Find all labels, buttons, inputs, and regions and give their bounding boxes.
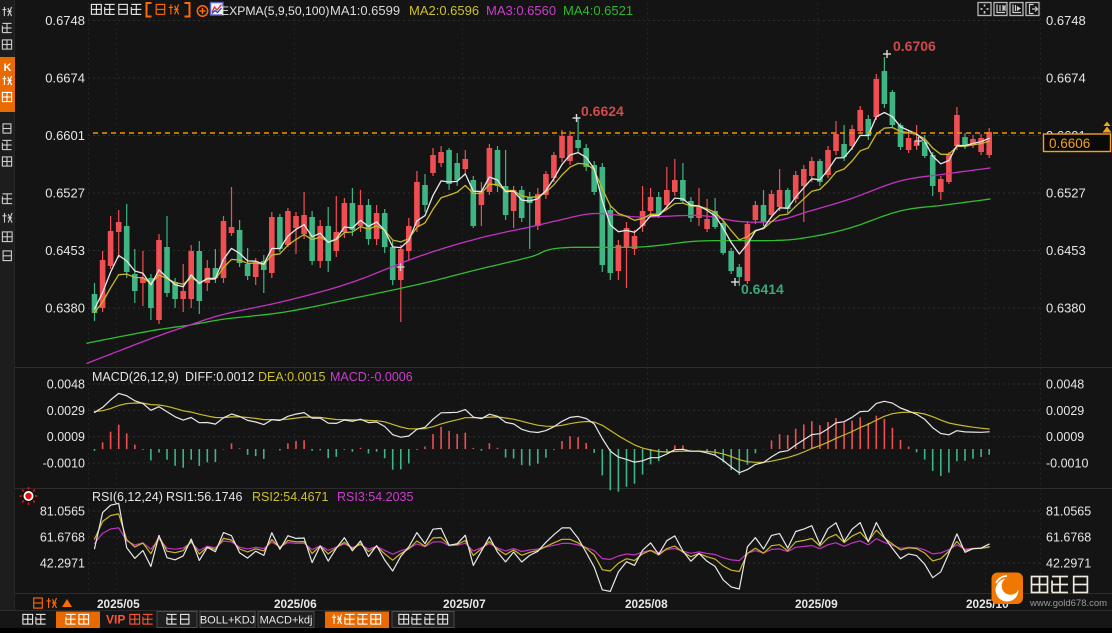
- svg-text:0.0048: 0.0048: [1046, 378, 1084, 392]
- svg-text:0.0029: 0.0029: [1046, 404, 1084, 418]
- svg-text:0.6380: 0.6380: [1046, 301, 1086, 316]
- svg-text:0.0048: 0.0048: [47, 378, 85, 392]
- svg-text:MA2:0.6596: MA2:0.6596: [409, 3, 479, 18]
- svg-text:RSI(6,12,24): RSI(6,12,24): [92, 490, 163, 504]
- svg-text:0.6527: 0.6527: [45, 186, 85, 201]
- svg-text:DIFF:0.0012: DIFF:0.0012: [185, 370, 255, 384]
- svg-text:0.6624: 0.6624: [581, 103, 624, 119]
- svg-text:0.6748: 0.6748: [45, 13, 85, 28]
- svg-text:2025/08: 2025/08: [625, 597, 668, 611]
- svg-text:0.0009: 0.0009: [1046, 430, 1084, 444]
- svg-text:MA4:0.6521: MA4:0.6521: [563, 3, 633, 18]
- svg-text:VIP: VIP: [106, 613, 125, 627]
- svg-text:www.gold678.com: www.gold678.com: [1029, 598, 1107, 609]
- svg-text:42.2971: 42.2971: [40, 557, 85, 571]
- svg-text:0.6606: 0.6606: [1049, 136, 1090, 151]
- svg-text:0.6706: 0.6706: [893, 38, 936, 54]
- svg-text:0.0029: 0.0029: [47, 404, 85, 418]
- svg-text:2025/05: 2025/05: [97, 597, 140, 611]
- svg-text:0.6601: 0.6601: [45, 128, 85, 143]
- svg-text:42.2971: 42.2971: [1046, 557, 1091, 571]
- svg-text:BOLL+KDJ: BOLL+KDJ: [200, 615, 255, 627]
- svg-text:-0.0010: -0.0010: [43, 457, 85, 471]
- svg-text:2025/07: 2025/07: [443, 597, 486, 611]
- svg-text:0.6380: 0.6380: [45, 301, 85, 316]
- svg-text:0.6748: 0.6748: [1046, 13, 1086, 28]
- svg-text:RSI1:56.1746: RSI1:56.1746: [166, 490, 242, 504]
- svg-text:EXPMA(5,9,50,100): EXPMA(5,9,50,100): [221, 4, 329, 18]
- svg-text:0.6453: 0.6453: [45, 243, 85, 258]
- svg-text:0.6453: 0.6453: [1046, 243, 1086, 258]
- svg-text:MACD(26,12,9): MACD(26,12,9): [92, 370, 179, 384]
- svg-text:61.6768: 61.6768: [40, 531, 85, 545]
- svg-text:-0.0010: -0.0010: [1046, 457, 1088, 471]
- svg-text:0.6414: 0.6414: [741, 281, 784, 297]
- svg-text:81.0565: 81.0565: [1046, 505, 1091, 519]
- svg-text:MACD+kdj: MACD+kdj: [260, 615, 313, 627]
- svg-text:81.0565: 81.0565: [40, 505, 85, 519]
- svg-text:0.6674: 0.6674: [1046, 71, 1086, 86]
- svg-text:MA1:0.6599: MA1:0.6599: [330, 3, 400, 18]
- svg-text:0.6527: 0.6527: [1046, 186, 1086, 201]
- svg-text:61.6768: 61.6768: [1046, 531, 1091, 545]
- svg-text:K: K: [4, 62, 12, 74]
- svg-text:RSI3:54.2035: RSI3:54.2035: [337, 490, 413, 504]
- svg-text:0.0009: 0.0009: [47, 430, 85, 444]
- svg-text:0.6674: 0.6674: [45, 71, 85, 86]
- svg-text:2025/06: 2025/06: [274, 597, 317, 611]
- svg-text:2025/09: 2025/09: [795, 597, 838, 611]
- svg-text:DEA:0.0015: DEA:0.0015: [258, 370, 325, 384]
- svg-text:MA3:0.6560: MA3:0.6560: [486, 3, 556, 18]
- svg-text:RSI2:54.4671: RSI2:54.4671: [252, 490, 328, 504]
- svg-text:MACD:-0.0006: MACD:-0.0006: [330, 370, 413, 384]
